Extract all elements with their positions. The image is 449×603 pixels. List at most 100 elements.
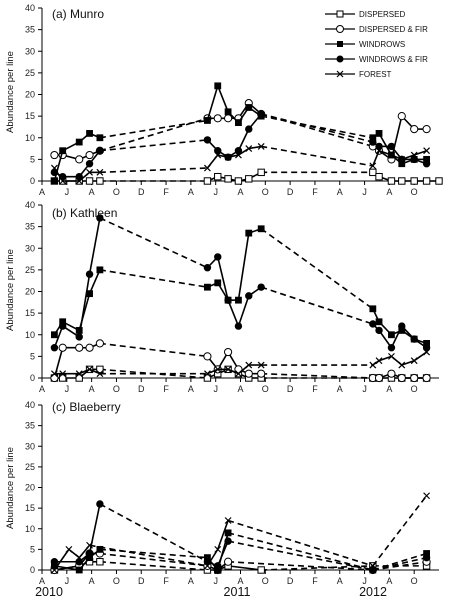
data-point-dispersed xyxy=(203,177,212,185)
series-line-forest xyxy=(207,368,219,375)
data-point-windrows xyxy=(235,296,242,304)
series-line-windrows-fir xyxy=(237,128,250,152)
series-line-dispersed-fir xyxy=(260,113,374,148)
year-label-2011: 2011 xyxy=(224,585,251,599)
series-line-forest xyxy=(206,548,219,567)
data-point-windrows-fir xyxy=(85,160,94,168)
data-point-dispersed xyxy=(96,365,104,374)
data-point-windrows xyxy=(224,108,232,116)
series-line-windrows xyxy=(99,119,208,139)
data-point-forest xyxy=(96,370,104,378)
data-point-windrows-fir xyxy=(85,270,94,278)
data-point-windrows xyxy=(235,119,242,127)
data-point-dispersed xyxy=(257,168,265,177)
data-point-dispersed xyxy=(203,374,212,382)
data-point-windrows xyxy=(369,305,377,313)
x-tick-label: O xyxy=(411,187,418,197)
data-point-windrows-fir xyxy=(75,333,83,341)
data-point-windrows xyxy=(96,266,104,274)
chart-panels-group: 0 5 10 15 20 25 30 35 40 A J A O D F A J A O D F A J A O 0 5 10 15 20… xyxy=(25,3,443,586)
data-point-forest xyxy=(369,162,377,170)
series-line-windrows-fir xyxy=(78,274,91,338)
panel-b-title: (b) Kathleen xyxy=(52,206,117,220)
x-tick-label: A xyxy=(386,187,392,197)
data-point-dispersed xyxy=(375,172,383,181)
series-line-forest xyxy=(378,355,392,362)
data-point-dispersed xyxy=(410,177,418,185)
data-point-windrows xyxy=(214,566,222,574)
data-point-windrows xyxy=(369,134,377,142)
data-point-windrows-fir xyxy=(96,147,104,155)
data-point-windrows xyxy=(96,134,104,142)
data-point-windrows xyxy=(75,327,83,334)
data-point-windrows xyxy=(86,130,93,137)
data-point-dispersed xyxy=(245,175,253,183)
x-tick-label: F xyxy=(163,576,169,586)
data-point-forest xyxy=(398,361,406,369)
series-line-dispersed-fir xyxy=(228,560,373,571)
data-point-forest xyxy=(59,370,67,378)
series-line-forest xyxy=(227,368,239,375)
legend-label-forest: FOREST xyxy=(359,70,392,79)
series-line-windrows xyxy=(206,85,219,121)
data-point-dispersed-fir xyxy=(374,373,384,383)
data-point-forest xyxy=(235,370,242,378)
legend: DISPERSED DISPERSED & FIR WINDROWS WINDR… xyxy=(325,10,428,79)
data-point-dispersed xyxy=(398,177,406,185)
series-line-forest xyxy=(217,520,229,550)
series-line-windrows xyxy=(227,532,374,571)
panel-c-ylabel: Abundance per line xyxy=(5,447,16,529)
data-point-windrows-fir xyxy=(214,253,222,261)
x-tick-label: F xyxy=(163,384,169,394)
series-line-forest xyxy=(99,167,208,174)
data-point-windrows-fir xyxy=(257,110,265,118)
data-point-forest xyxy=(75,177,83,185)
data-point-windrows xyxy=(214,279,222,287)
data-point-windrows xyxy=(388,331,395,339)
y-tick-label: 20 xyxy=(25,90,35,100)
data-point-dispersed xyxy=(422,177,431,185)
data-point-forest xyxy=(388,352,395,360)
series-line-windrows-fir xyxy=(372,556,427,571)
data-point-windrows-fir xyxy=(96,214,104,222)
y-tick-label: 15 xyxy=(25,308,35,318)
series-line-forest xyxy=(227,154,239,158)
series-line-forest xyxy=(78,368,90,375)
data-point-forest xyxy=(214,365,222,373)
y-tick-label: 40 xyxy=(25,200,35,210)
series-line-forest xyxy=(391,154,403,161)
series-line-windrows xyxy=(378,133,393,156)
data-point-windrows xyxy=(245,229,253,237)
x-tick-label: A xyxy=(237,576,243,586)
x-tick-label: O xyxy=(262,576,269,586)
data-point-forest xyxy=(50,370,58,378)
y-tick-label: 20 xyxy=(25,287,35,297)
data-point-windrows-fir xyxy=(245,292,253,300)
data-point-dispersed-fir xyxy=(257,369,266,378)
data-point-windrows-fir xyxy=(387,142,396,151)
data-point-windrows-fir xyxy=(50,344,59,352)
series-line-forest xyxy=(227,519,374,567)
series-line-forest xyxy=(53,548,70,571)
data-point-windrows-fir xyxy=(422,553,431,562)
data-point-windrows xyxy=(59,147,67,155)
series-line-dispersed-fir xyxy=(99,552,208,567)
data-point-forest xyxy=(369,562,377,570)
data-point-dispersed xyxy=(435,177,443,185)
panel-0: 0 5 10 15 20 25 30 35 40 A J A O D F A J A O D F A J A O xyxy=(25,3,443,197)
data-point-windrows-fir xyxy=(214,147,222,155)
data-point-dispersed-fir xyxy=(244,369,253,378)
data-point-dispersed-fir xyxy=(387,369,396,378)
y-tick-label: 35 xyxy=(25,222,35,232)
x-tick-label: A xyxy=(337,384,343,394)
series-line-windrows xyxy=(99,548,208,559)
data-point-forest xyxy=(410,357,418,365)
data-point-windrows xyxy=(59,318,67,326)
data-point-forest xyxy=(203,164,211,172)
y-tick-label: 25 xyxy=(25,265,35,275)
y-tick-label: 0 xyxy=(30,373,35,383)
series-line-windrows-fir xyxy=(88,217,101,275)
data-point-dispersed-fir xyxy=(58,343,67,352)
y-tick-label: 15 xyxy=(25,503,35,513)
x-tick-label: J xyxy=(213,187,218,197)
